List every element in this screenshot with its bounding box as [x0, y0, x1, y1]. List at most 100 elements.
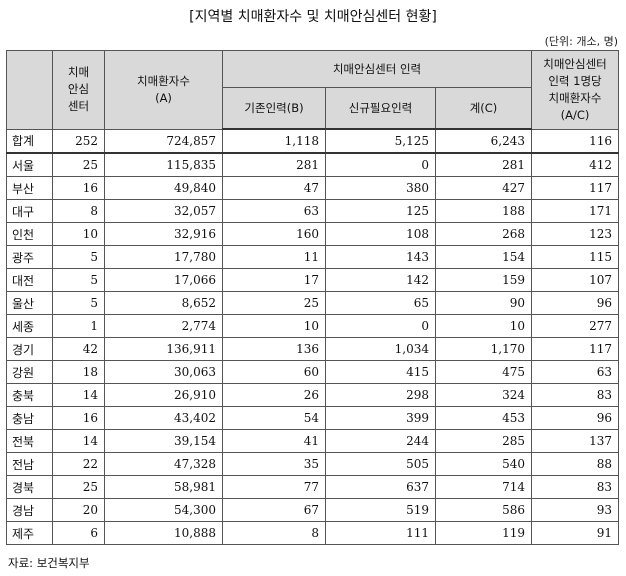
table-row: 합계 252 724,857 1,118 5,125 6,243 116: [6, 128, 619, 154]
table-row: 대전 5 17,066 17 142 159 107: [6, 268, 619, 292]
cell-patients: 54,300: [104, 498, 223, 522]
table-row: 전북 14 39,154 41 244 285 137: [6, 429, 619, 453]
cell-new-needed: 5,125: [325, 128, 436, 154]
cell-region: 부산: [6, 176, 53, 200]
cell-new-needed: 142: [325, 268, 436, 292]
cell-region: 경북: [6, 475, 53, 499]
cell-centers: 22: [52, 452, 105, 476]
cell-per-staff: 171: [531, 199, 619, 223]
cell-per-staff: 63: [531, 360, 619, 384]
cell-patients: 115,835: [104, 152, 223, 177]
cell-new-needed: 380: [325, 176, 436, 200]
cell-centers: 16: [52, 406, 105, 430]
table-row: 전남 22 47,328 35 505 540 88: [6, 452, 619, 476]
cell-per-staff: 117: [531, 337, 619, 361]
table-row: 경남 20 54,300 67 519 586 93: [6, 498, 619, 522]
cell-total: 268: [435, 222, 532, 246]
table-row: 경북 25 58,981 77 637 714 83: [6, 475, 619, 499]
table-body: 합계 252 724,857 1,118 5,125 6,243 116 서울 25 115,83…: [6, 128, 619, 545]
cell-patients: 32,057: [104, 199, 223, 223]
cell-total: 453: [435, 406, 532, 430]
cell-region: 대구: [6, 199, 53, 223]
cell-centers: 20: [52, 498, 105, 522]
table-row: 경기 42 136,911 136 1,034 1,170 117: [6, 337, 619, 361]
cell-per-staff: 96: [531, 291, 619, 315]
table-row: 부산 16 49,840 47 380 427 117: [6, 176, 619, 200]
cell-existing: 54: [222, 406, 326, 430]
cell-total: 281: [435, 152, 532, 177]
cell-patients: 47,328: [104, 452, 223, 476]
cell-new-needed: 505: [325, 452, 436, 476]
cell-existing: 35: [222, 452, 326, 476]
cell-region: 전북: [6, 429, 53, 453]
table-title: [지역별 치매환자수 및 치매안심센터 현황]: [189, 9, 437, 25]
cell-centers: 42: [52, 337, 105, 361]
cell-region: 울산: [6, 291, 53, 315]
cell-region: 전남: [6, 452, 53, 476]
table-row: 울산 5 8,652 25 65 90 96: [6, 291, 619, 315]
header-patients: 치매환자수 (A): [104, 50, 223, 130]
cell-new-needed: 637: [325, 475, 436, 499]
table-row: 충남 16 43,402 54 399 453 96: [6, 406, 619, 430]
cell-region: 충북: [6, 383, 53, 407]
cell-centers: 8: [52, 199, 105, 223]
cell-per-staff: 83: [531, 383, 619, 407]
cell-new-needed: 298: [325, 383, 436, 407]
cell-per-staff: 412: [531, 152, 619, 177]
cell-per-staff: 137: [531, 429, 619, 453]
cell-per-staff: 88: [531, 452, 619, 476]
cell-existing: 8: [222, 521, 326, 545]
cell-centers: 25: [52, 475, 105, 499]
cell-region: 합계: [6, 128, 53, 154]
cell-total: 6,243: [435, 128, 532, 154]
cell-centers: 14: [52, 429, 105, 453]
table-row: 광주 5 17,780 11 143 154 115: [6, 245, 619, 269]
cell-region: 인천: [6, 222, 53, 246]
cell-per-staff: 83: [531, 475, 619, 499]
cell-total: 159: [435, 268, 532, 292]
header-existing: 기존인력(B): [222, 87, 326, 130]
table-row: 서울 25 115,835 281 0 281 412: [6, 152, 619, 177]
cell-patients: 17,066: [104, 268, 223, 292]
cell-total: 188: [435, 199, 532, 223]
cell-centers: 25: [52, 152, 105, 177]
table-row: 충북 14 26,910 26 298 324 83: [6, 383, 619, 407]
cell-per-staff: 123: [531, 222, 619, 246]
cell-region: 충남: [6, 406, 53, 430]
cell-centers: 1: [52, 314, 105, 338]
cell-existing: 25: [222, 291, 326, 315]
cell-centers: 14: [52, 383, 105, 407]
table-row: 세종 1 2,774 10 0 10 277: [6, 314, 619, 338]
cell-region: 강원: [6, 360, 53, 384]
cell-patients: 32,916: [104, 222, 223, 246]
cell-patients: 136,911: [104, 337, 223, 361]
header-centers: 치매 안심 센터: [52, 50, 105, 130]
cell-per-staff: 93: [531, 498, 619, 522]
cell-per-staff: 91: [531, 521, 619, 545]
cell-patients: 39,154: [104, 429, 223, 453]
cell-new-needed: 108: [325, 222, 436, 246]
cell-existing: 160: [222, 222, 326, 246]
cell-existing: 11: [222, 245, 326, 269]
header-region: [6, 50, 53, 130]
cell-per-staff: 117: [531, 176, 619, 200]
cell-total: 540: [435, 452, 532, 476]
cell-region: 제주: [6, 521, 53, 545]
cell-centers: 18: [52, 360, 105, 384]
cell-total: 10: [435, 314, 532, 338]
cell-new-needed: 0: [325, 152, 436, 177]
cell-per-staff: 116: [531, 128, 619, 154]
cell-total: 586: [435, 498, 532, 522]
cell-existing: 60: [222, 360, 326, 384]
cell-centers: 5: [52, 245, 105, 269]
cell-centers: 5: [52, 268, 105, 292]
cell-centers: 10: [52, 222, 105, 246]
cell-patients: 43,402: [104, 406, 223, 430]
cell-existing: 17: [222, 268, 326, 292]
cell-existing: 10: [222, 314, 326, 338]
dementia-table: 치매 안심 센터 치매환자수 (A) 치매안심센터 인력 치매안심센터 인력 1명당 치매…: [6, 50, 619, 545]
cell-patients: 10,888: [104, 521, 223, 545]
source-note: 자료: 보건복지부: [8, 556, 90, 570]
cell-region: 대전: [6, 268, 53, 292]
cell-region: 세종: [6, 314, 53, 338]
